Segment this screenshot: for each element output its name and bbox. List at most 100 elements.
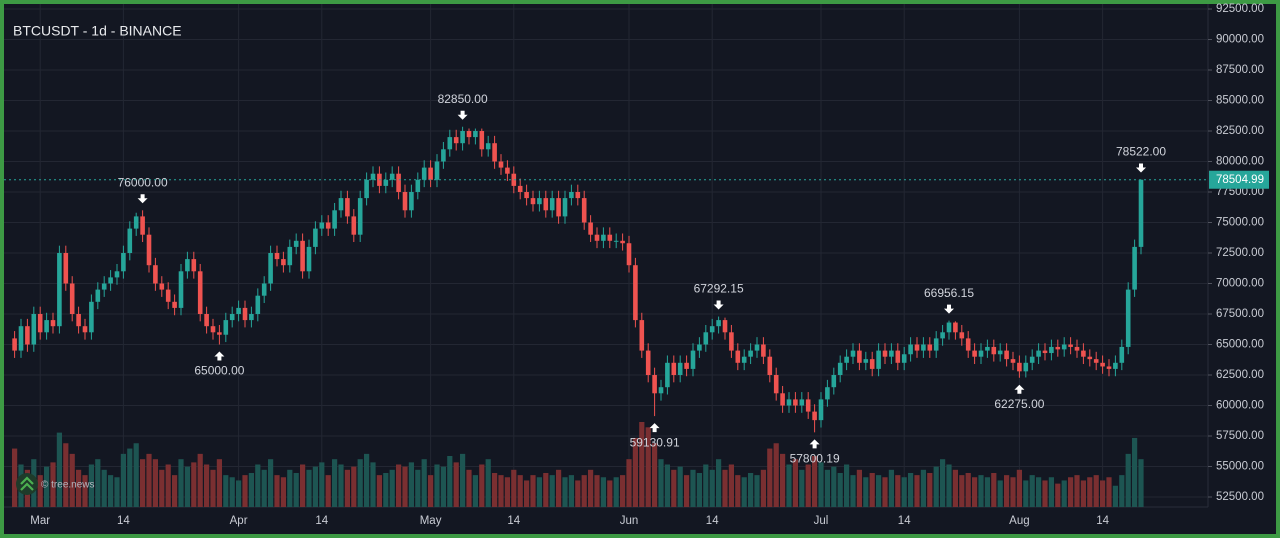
volume-bar	[498, 475, 504, 507]
volume-bar	[549, 475, 555, 507]
candle-body	[869, 359, 875, 369]
volume-bar	[1112, 485, 1118, 507]
candle-body	[684, 362, 689, 369]
candle-body	[409, 191, 414, 211]
candle-body	[332, 210, 337, 229]
candle-body	[421, 167, 427, 180]
volume-bar	[37, 475, 43, 507]
volume-bar	[280, 477, 286, 507]
x-tick-label: Jul	[814, 515, 829, 527]
candle-body	[601, 234, 606, 241]
volume-bar	[485, 459, 491, 507]
candle-body	[338, 198, 344, 211]
candle-body	[191, 259, 197, 272]
extreme-arrow	[1014, 384, 1025, 394]
y-tick-label: 70000.00	[1216, 278, 1264, 290]
volume-layer	[12, 422, 1144, 507]
candle-body	[101, 283, 107, 290]
candle-body	[1010, 359, 1016, 363]
candle-body	[428, 167, 433, 180]
candle-body	[396, 173, 401, 192]
volume-bar	[165, 464, 171, 507]
volume-bar	[844, 464, 850, 507]
y-tick-label: 90000.00	[1216, 34, 1264, 46]
candle-body	[63, 252, 69, 284]
candle-body	[729, 332, 734, 351]
volume-bar	[639, 422, 645, 507]
volume-bar	[1106, 477, 1112, 507]
volume-bar	[556, 469, 562, 507]
candle-body	[140, 216, 145, 235]
y-tick-label: 75000.00	[1216, 217, 1264, 229]
volume-bar	[952, 469, 958, 507]
volume-bar	[376, 475, 382, 507]
candle-body	[37, 313, 43, 333]
candle-body	[524, 191, 529, 199]
volume-bar	[671, 469, 677, 507]
volume-bar	[933, 466, 939, 507]
volume-bar	[1093, 475, 1099, 507]
volume-bar	[389, 469, 395, 507]
candle-body	[876, 350, 881, 369]
volume-bar	[114, 477, 120, 507]
candle-body	[1049, 346, 1054, 354]
volume-bar	[786, 464, 792, 507]
candle-body	[249, 313, 254, 321]
volume-bar	[229, 477, 235, 507]
volume-bar	[991, 473, 997, 507]
volume-bar	[268, 459, 274, 507]
candle-body	[972, 350, 977, 357]
extreme-label: 59130.91	[630, 435, 680, 449]
volume-bar	[1125, 453, 1131, 507]
volume-bar	[895, 475, 901, 507]
volume-bar	[760, 469, 766, 507]
volume-bar	[312, 466, 318, 507]
candle-body	[946, 322, 952, 333]
candle-body	[652, 374, 657, 394]
volume-bar	[1016, 469, 1022, 507]
volume-bar	[1080, 480, 1086, 507]
candle-body	[741, 356, 747, 363]
last-price-box	[1209, 170, 1269, 189]
candle-body	[453, 137, 459, 144]
candle-body	[761, 344, 766, 357]
volume-bar	[453, 462, 459, 507]
volume-bar	[1119, 475, 1125, 507]
candle-body	[991, 346, 997, 355]
candle-body	[466, 131, 472, 138]
x-tick-label: Aug	[1009, 515, 1029, 527]
volume-bar	[568, 475, 574, 507]
candle-body	[255, 295, 261, 314]
extreme-label: 82850.00	[438, 92, 488, 106]
candle-body	[1132, 246, 1137, 290]
volume-bar	[984, 477, 990, 507]
candle-body	[543, 198, 549, 211]
candle-body	[261, 283, 267, 296]
volume-bar	[44, 466, 50, 507]
volume-bar	[1048, 477, 1054, 507]
candle-body	[914, 344, 920, 351]
volume-bar	[216, 459, 222, 507]
extreme-label: 57800.19	[790, 452, 840, 466]
volume-bar	[1100, 480, 1106, 507]
watermark: © tree.news	[41, 480, 95, 491]
volume-bar	[197, 453, 203, 507]
volume-bar	[856, 469, 862, 507]
volume-bar	[434, 464, 440, 507]
candle-body	[953, 322, 958, 333]
volume-bar	[997, 480, 1003, 507]
candle-body	[57, 252, 62, 327]
candle-body	[703, 332, 709, 345]
volume-bar	[210, 469, 216, 507]
volume-bar	[344, 469, 350, 507]
volume-bar	[300, 464, 306, 507]
extreme-label: 67292.15	[694, 282, 744, 296]
extreme-label: 65000.00	[194, 364, 244, 378]
candle-body	[274, 252, 280, 260]
volume-bar	[472, 475, 478, 507]
candle-body	[748, 350, 753, 357]
annotation-layer: 76000.00 82850.00 67292.15 66956.15 78522.00…	[4, 92, 1208, 466]
volume-bar	[1138, 459, 1144, 507]
candle-body	[901, 354, 907, 363]
volume-bar	[645, 427, 651, 507]
